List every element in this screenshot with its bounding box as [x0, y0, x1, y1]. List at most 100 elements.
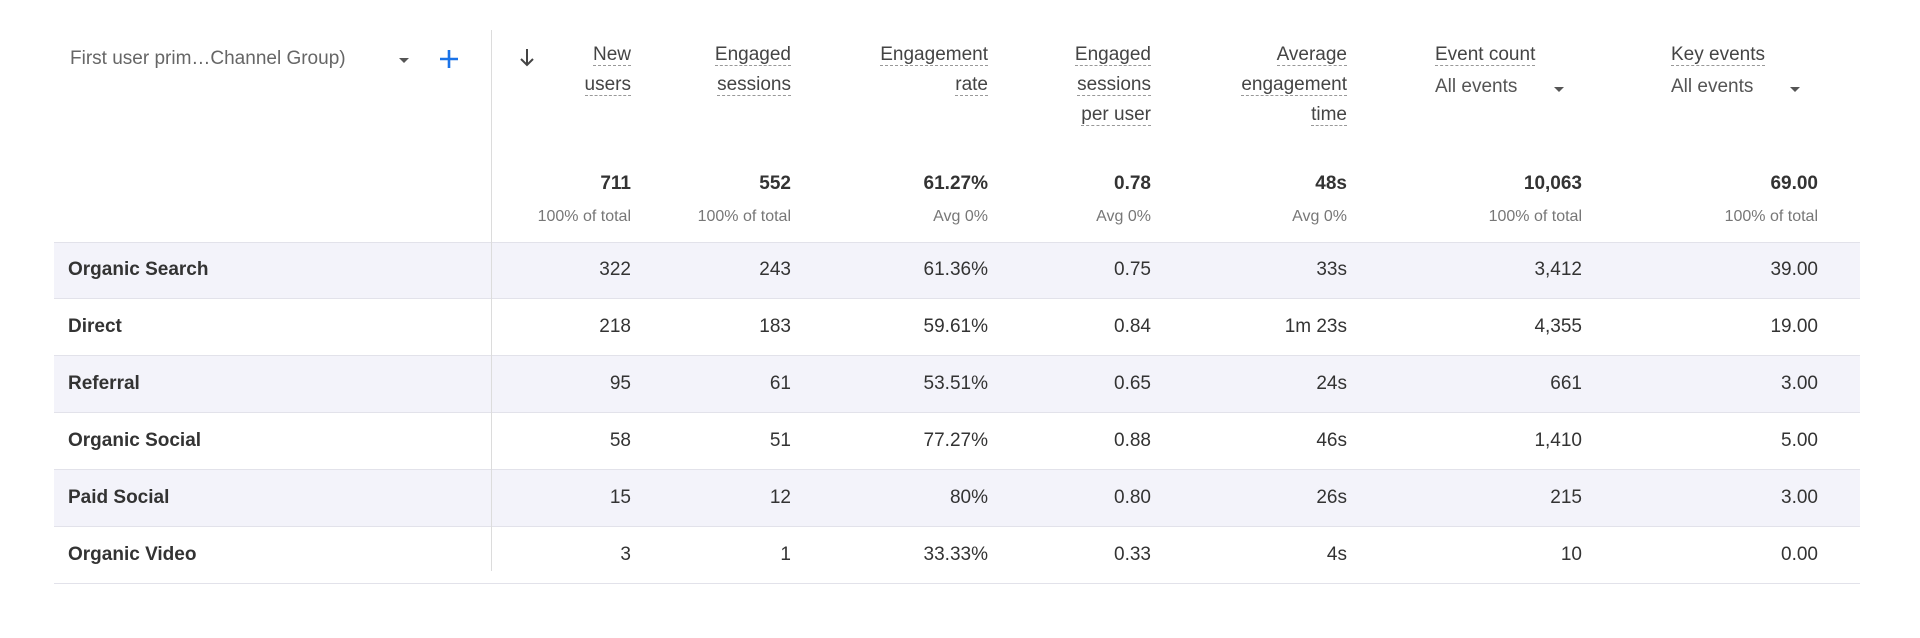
cell-value: 0.84 [1114, 316, 1151, 337]
row-label: Organic Social [68, 430, 202, 451]
cell-value: 0.33 [1114, 544, 1151, 565]
cell-value: 12 [769, 487, 791, 508]
cell-value: 218 [599, 316, 631, 337]
cell-value: 0.75 [1114, 259, 1151, 280]
cell-value: 215 [1550, 487, 1582, 508]
cell-value: 53.51% [923, 373, 988, 394]
cell-value: 1 [780, 544, 791, 565]
total-value: 61.27% [923, 173, 988, 194]
header-line: rate [880, 70, 988, 100]
divider [491, 30, 492, 571]
add-dimension[interactable] [437, 47, 461, 71]
header-line: Event count [1435, 40, 1536, 70]
header-area [54, 0, 1860, 243]
header-line: users [584, 70, 631, 100]
header-text[interactable]: Engaged [1074, 44, 1151, 66]
cell-value: 26s [1316, 487, 1347, 508]
row-label: Referral [68, 373, 140, 394]
dropdown-caret[interactable] [396, 54, 412, 66]
total-note: 100% of total [697, 208, 791, 225]
total-value: 69.00 [1770, 173, 1818, 194]
header-line: Engaged [714, 40, 791, 70]
row-label: Paid Social [68, 487, 170, 508]
cell-value: 51 [769, 430, 791, 451]
cell-value: 1,410 [1534, 430, 1582, 451]
cell-value: 5.00 [1781, 430, 1818, 451]
total-value: 48s [1315, 173, 1347, 194]
cell-value: 3.00 [1781, 487, 1818, 508]
column-header: New users [584, 40, 631, 100]
row-label: Direct [68, 316, 122, 337]
sort-arrow[interactable] [518, 47, 536, 69]
header-text[interactable]: per user [1081, 104, 1151, 126]
header-text[interactable]: Key events [1671, 44, 1765, 66]
total-value: 10,063 [1523, 173, 1582, 194]
column-header: Engagement rate [880, 40, 988, 100]
header-line: engagement [1241, 70, 1347, 100]
cell-value: 10 [1560, 544, 1582, 565]
total-value: 711 [600, 173, 631, 194]
header-text[interactable]: Engaged [714, 44, 791, 66]
header-line: sessions [715, 70, 791, 100]
cell-value: 80% [949, 487, 988, 508]
header-text[interactable]: Event count [1435, 44, 1536, 66]
cell-value: 183 [759, 316, 791, 337]
cell-value: 46s [1316, 430, 1347, 451]
cell-value: 77.27% [923, 430, 988, 451]
cell-value: 661 [1550, 373, 1582, 394]
row-band [54, 413, 1860, 470]
header-text[interactable]: Average [1276, 44, 1347, 66]
header-text[interactable]: time [1311, 104, 1347, 126]
total-note: 100% of total [537, 208, 631, 225]
cell-value: 0.88 [1114, 430, 1151, 451]
total-note: Avg 0% [1292, 208, 1347, 225]
cell-value: 322 [599, 259, 631, 280]
metric-filter[interactable]: All events [1435, 76, 1518, 97]
header-text[interactable]: users [584, 74, 631, 96]
header-text[interactable]: sessions [717, 74, 791, 96]
header-line: New [585, 40, 631, 70]
total-value: 0.78 [1114, 173, 1151, 194]
column-header: Key events [1671, 40, 1765, 70]
header-line: per user [1075, 100, 1151, 130]
header-line: Average [1241, 40, 1347, 70]
row-label: Organic Search [68, 259, 209, 280]
cell-value: 15 [609, 487, 631, 508]
metric-filter[interactable]: All events [1671, 76, 1754, 97]
column-header: Engaged sessions per user [1074, 40, 1151, 130]
row-label: Organic Video [68, 544, 197, 565]
cell-value: 1m 23s [1284, 316, 1347, 337]
total-note: Avg 0% [933, 208, 988, 225]
row-band [54, 242, 1860, 299]
dropdown-caret[interactable] [1787, 83, 1803, 95]
cell-value: 39.00 [1770, 259, 1818, 280]
dimension-label[interactable]: First user prim…Channel Group) [70, 48, 346, 69]
cell-value: 95 [609, 373, 631, 394]
dropdown-caret[interactable] [1551, 83, 1567, 95]
column-header: Engaged sessions [714, 40, 791, 100]
cell-value: 58 [609, 430, 631, 451]
header-line: Engaged [1074, 40, 1151, 70]
header-line: Engagement [880, 40, 988, 70]
header-text[interactable]: rate [955, 74, 988, 96]
cell-value: 0.00 [1781, 544, 1818, 565]
cell-value: 61.36% [923, 259, 988, 280]
cell-value: 0.65 [1114, 373, 1151, 394]
total-note: Avg 0% [1096, 208, 1151, 225]
header-line: sessions [1075, 70, 1151, 100]
header-text[interactable]: engagement [1241, 74, 1347, 96]
cell-value: 19.00 [1770, 316, 1818, 337]
total-note: 100% of total [1724, 208, 1818, 225]
cell-value: 243 [759, 259, 791, 280]
header-text[interactable]: New [592, 44, 631, 66]
cell-value: 61 [769, 373, 791, 394]
header-text[interactable]: sessions [1077, 74, 1151, 96]
cell-value: 3.00 [1781, 373, 1818, 394]
row-band [54, 356, 1860, 413]
header-text[interactable]: Engagement [880, 44, 988, 66]
column-header: Average engagement time [1241, 40, 1347, 130]
cell-value: 33s [1316, 259, 1347, 280]
header-line: Key events [1671, 40, 1765, 70]
cell-value: 0.80 [1114, 487, 1151, 508]
